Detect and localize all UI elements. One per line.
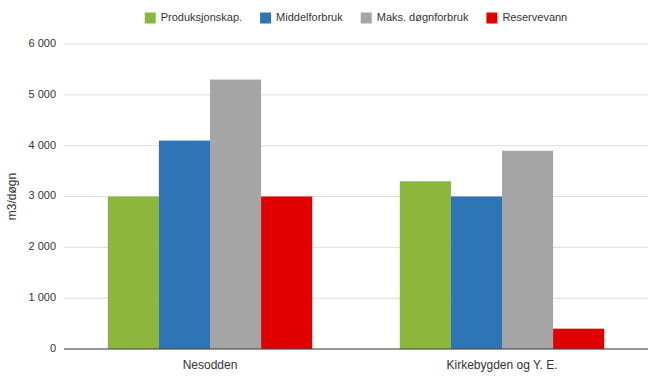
legend-item: Middelforbruk: [260, 11, 343, 24]
y-tick-label: 6 000: [28, 37, 56, 49]
grid-line: [64, 349, 648, 350]
legend-label: Reservevann: [502, 11, 567, 23]
chart-svg: 0 1 000 2 000 3 000 4 000 5 000 6 000 Nesodden K…: [0, 0, 664, 383]
legend-item: Maks. døgnforbruk: [361, 11, 469, 24]
bar: [159, 141, 210, 349]
y-tick-label: 2 000: [28, 240, 56, 252]
y-tick-label: 1 000: [28, 291, 56, 303]
legend-swatch: [260, 13, 271, 24]
y-tick-label: 0: [50, 342, 56, 354]
grid-line: [64, 145, 648, 146]
bar: [261, 197, 312, 350]
legend-label: Maks. døgnforbruk: [377, 11, 469, 23]
bar: [400, 181, 451, 349]
bar: [210, 80, 261, 349]
chart-container: 0 1 000 2 000 3 000 4 000 5 000 6 000 Nesodden K…: [0, 0, 664, 383]
x-tick-label: Nesodden: [183, 358, 238, 372]
x-axis-line: [64, 349, 648, 350]
plot-area: 0 1 000 2 000 3 000 4 000 5 000 6 000 Nesodden K…: [28, 37, 648, 372]
bar: [502, 151, 553, 349]
bars: [108, 80, 604, 349]
bar: [553, 329, 604, 349]
x-axis: Nesodden Kirkebygden og Y. E.: [64, 349, 648, 372]
legend-label: Middelforbruk: [276, 11, 343, 23]
y-tick-label: 4 000: [28, 139, 56, 151]
legend-swatch: [486, 13, 497, 24]
legend-swatch: [145, 13, 156, 24]
grid-line: [64, 94, 648, 95]
legend-label: Produksjonskap.: [161, 11, 242, 23]
y-axis: 0 1 000 2 000 3 000 4 000 5 000 6 000: [28, 37, 648, 354]
y-tick-label: 3 000: [28, 189, 56, 201]
legend: Produksjonskap. Middelforbruk Maks. døgnfo…: [145, 11, 568, 24]
bar: [451, 197, 502, 350]
legend-item: Produksjonskap.: [145, 11, 242, 24]
bar: [108, 197, 159, 350]
x-tick-label: Kirkebygden og Y. E.: [447, 358, 558, 372]
grid-line: [64, 44, 648, 45]
legend-swatch: [361, 13, 372, 24]
y-tick-label: 5 000: [28, 88, 56, 100]
y-axis-label: m3/døgn: [5, 173, 19, 220]
legend-item: Reservevann: [486, 11, 567, 24]
